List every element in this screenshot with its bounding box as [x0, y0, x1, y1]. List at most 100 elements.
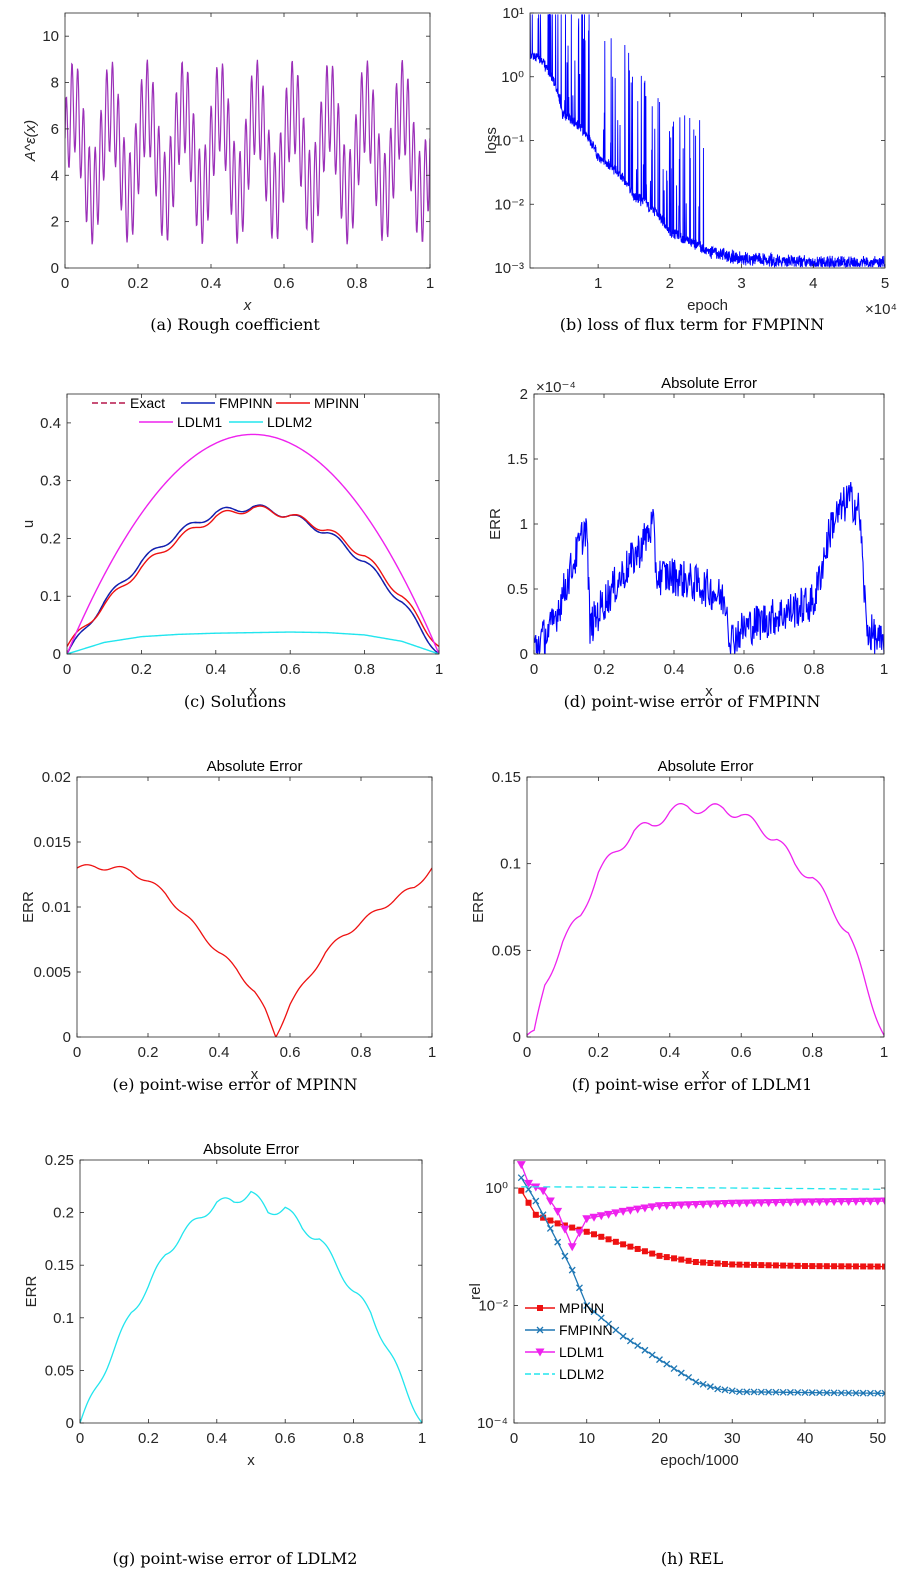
marker-fmpinn	[619, 1332, 627, 1340]
y-tick-label: 10⁻³	[494, 260, 524, 277]
chart-svg-f: 0 0.2 0.4 0.6 0.8 1 0 0.05 0.1 0.15 x ERR Absolute E…	[470, 758, 888, 1094]
y-tick-label: 10⁰	[501, 69, 524, 86]
x-axis-label: epoch	[687, 297, 728, 314]
x-tick-label: 0.8	[351, 1044, 372, 1061]
y-tick-label: 1.5	[507, 451, 528, 468]
x-tick-label: 1	[880, 661, 888, 678]
figure-caption: (g) point-wise error of LDLM2	[113, 1549, 358, 1568]
chart-svg-h: 0 10 20 30 40 50 10⁻⁴ 10⁻² 10⁰ epoch/1000 rel (h) R…	[467, 1159, 886, 1568]
figure-caption: (a) Rough coefficient	[150, 315, 320, 334]
figure-caption: (f) point-wise error of LDLM1	[572, 1075, 813, 1094]
marker-ldlm1	[815, 1198, 825, 1207]
marker-mpinn	[547, 1217, 554, 1224]
marker-mpinn	[671, 1255, 678, 1262]
marker-fmpinn	[779, 1388, 787, 1396]
marker-fmpinn	[837, 1389, 845, 1397]
marker-ldlm1	[633, 1205, 643, 1214]
x-tick-label: 1	[428, 1044, 436, 1061]
marker-mpinn	[845, 1263, 852, 1270]
marker-mpinn	[882, 1263, 885, 1270]
marker-ldlm1	[553, 1207, 563, 1216]
chart-title: Absolute Error	[661, 375, 757, 392]
marker-fmpinn	[648, 1351, 656, 1359]
marker-fmpinn	[583, 1302, 591, 1309]
x-tick-label: 50	[869, 1430, 886, 1447]
x-axis-label: x	[249, 683, 257, 700]
marker-ldlm1	[698, 1200, 708, 1209]
marker-fmpinn	[830, 1389, 838, 1397]
marker-mpinn	[685, 1257, 692, 1264]
marker-mpinn	[714, 1260, 721, 1267]
y-tick-label: 10⁻²	[478, 1298, 508, 1315]
x-tick-label: 0.2	[588, 1044, 609, 1061]
x-tick-label: 10	[578, 1430, 595, 1447]
x-tick-label: 3	[737, 275, 745, 292]
y-axis-label: ERR	[487, 508, 504, 540]
x-tick-label: 0.8	[802, 1044, 823, 1061]
legend-label-mpinn: MPINN	[559, 1300, 604, 1316]
marker-mpinn	[794, 1262, 801, 1269]
y-tick-label: 0	[513, 1029, 521, 1046]
series-line-exact	[67, 504, 439, 654]
marker-fmpinn	[772, 1388, 780, 1396]
x-tick-label: 0.4	[659, 1044, 680, 1061]
x-tick-label: 0.8	[804, 661, 825, 678]
marker-mpinn	[860, 1263, 867, 1270]
y-tick-label: 1	[520, 516, 528, 533]
marker-ldlm1	[735, 1199, 745, 1208]
figure-caption: (d) point-wise error of FMPINN	[564, 692, 821, 711]
marker-ldlm1	[545, 1197, 555, 1206]
chart-panel-c: 0 0.2 0.4 0.6 0.8 1 0 0.1 0.2 0.3 0.4 x u (c) Solutio…	[20, 382, 450, 717]
series-line-fmpinn	[67, 504, 439, 654]
series-line-ldlm1	[67, 433, 439, 654]
y-tick-label: 4	[51, 167, 59, 184]
y-tick-label: 0	[520, 646, 528, 663]
marker-mpinn	[649, 1250, 656, 1257]
marker-ldlm1	[676, 1201, 686, 1210]
marker-ldlm1	[713, 1200, 723, 1209]
marker-fmpinn	[546, 1224, 554, 1232]
marker-fmpinn	[786, 1388, 794, 1396]
y-tick-label: 0.25	[45, 1152, 74, 1169]
y-tick-label: 0	[51, 260, 59, 277]
marker-fmpinn	[866, 1389, 874, 1397]
x-tick-label: 20	[651, 1430, 668, 1447]
marker-fmpinn	[576, 1284, 583, 1292]
series-line-fmpinn	[520, 1177, 885, 1394]
marker-mpinn	[823, 1263, 830, 1270]
y-tick-label: 0	[63, 1029, 71, 1046]
marker-mpinn	[780, 1262, 787, 1269]
marker-fmpinn	[554, 1238, 562, 1246]
legend-label-exact: Exact	[130, 395, 165, 411]
marker-ldlm1	[749, 1199, 759, 1208]
y-tick-label: 0	[66, 1415, 74, 1432]
marker-ldlm1	[516, 1161, 526, 1170]
chart-svg-e: 0 0.2 0.4 0.6 0.8 1 0 0.005 0.01 0.015 0.02 x ERR Abs…	[20, 758, 436, 1094]
chart-svg-g: 0 0.2 0.4 0.6 0.8 1 0 0.05 0.1 0.15 0.2 0.25 x ERR Abs…	[23, 1141, 426, 1568]
series-line-ldlm2	[67, 631, 439, 654]
y-axis-label: ERR	[20, 891, 37, 923]
marker-fmpinn	[881, 1389, 885, 1397]
y-tick-label: 0.015	[33, 834, 71, 851]
marker-ldlm1	[604, 1210, 614, 1219]
x-tick-label: 0	[530, 661, 538, 678]
marker-mpinn	[867, 1263, 874, 1270]
chart-panel-e: 0 0.2 0.4 0.6 0.8 1 0 0.005 0.01 0.015 0.02 x ERR Abs…	[20, 758, 450, 1100]
marker-fmpinn	[539, 1211, 547, 1219]
marker-ldlm1	[574, 1229, 584, 1238]
y-tick-label: 0.1	[53, 1310, 74, 1327]
x-axis-label: x	[243, 297, 252, 314]
marker-ldlm1	[669, 1201, 679, 1210]
y-tick-label: 0	[53, 646, 61, 663]
legend-marker-ldlm1	[535, 1348, 545, 1357]
marker-mpinn	[692, 1259, 699, 1266]
y-tick-label: 0.05	[492, 942, 521, 959]
y-axis-label: ERR	[470, 891, 487, 923]
marker-fmpinn	[597, 1314, 605, 1322]
marker-fmpinn	[590, 1308, 598, 1316]
marker-ldlm1	[727, 1199, 737, 1208]
legend-label-fmpinn: FMPINN	[559, 1322, 613, 1338]
marker-fmpinn	[517, 1174, 525, 1182]
marker-mpinn	[852, 1263, 859, 1270]
x-multiplier: ×10⁴	[865, 301, 897, 318]
